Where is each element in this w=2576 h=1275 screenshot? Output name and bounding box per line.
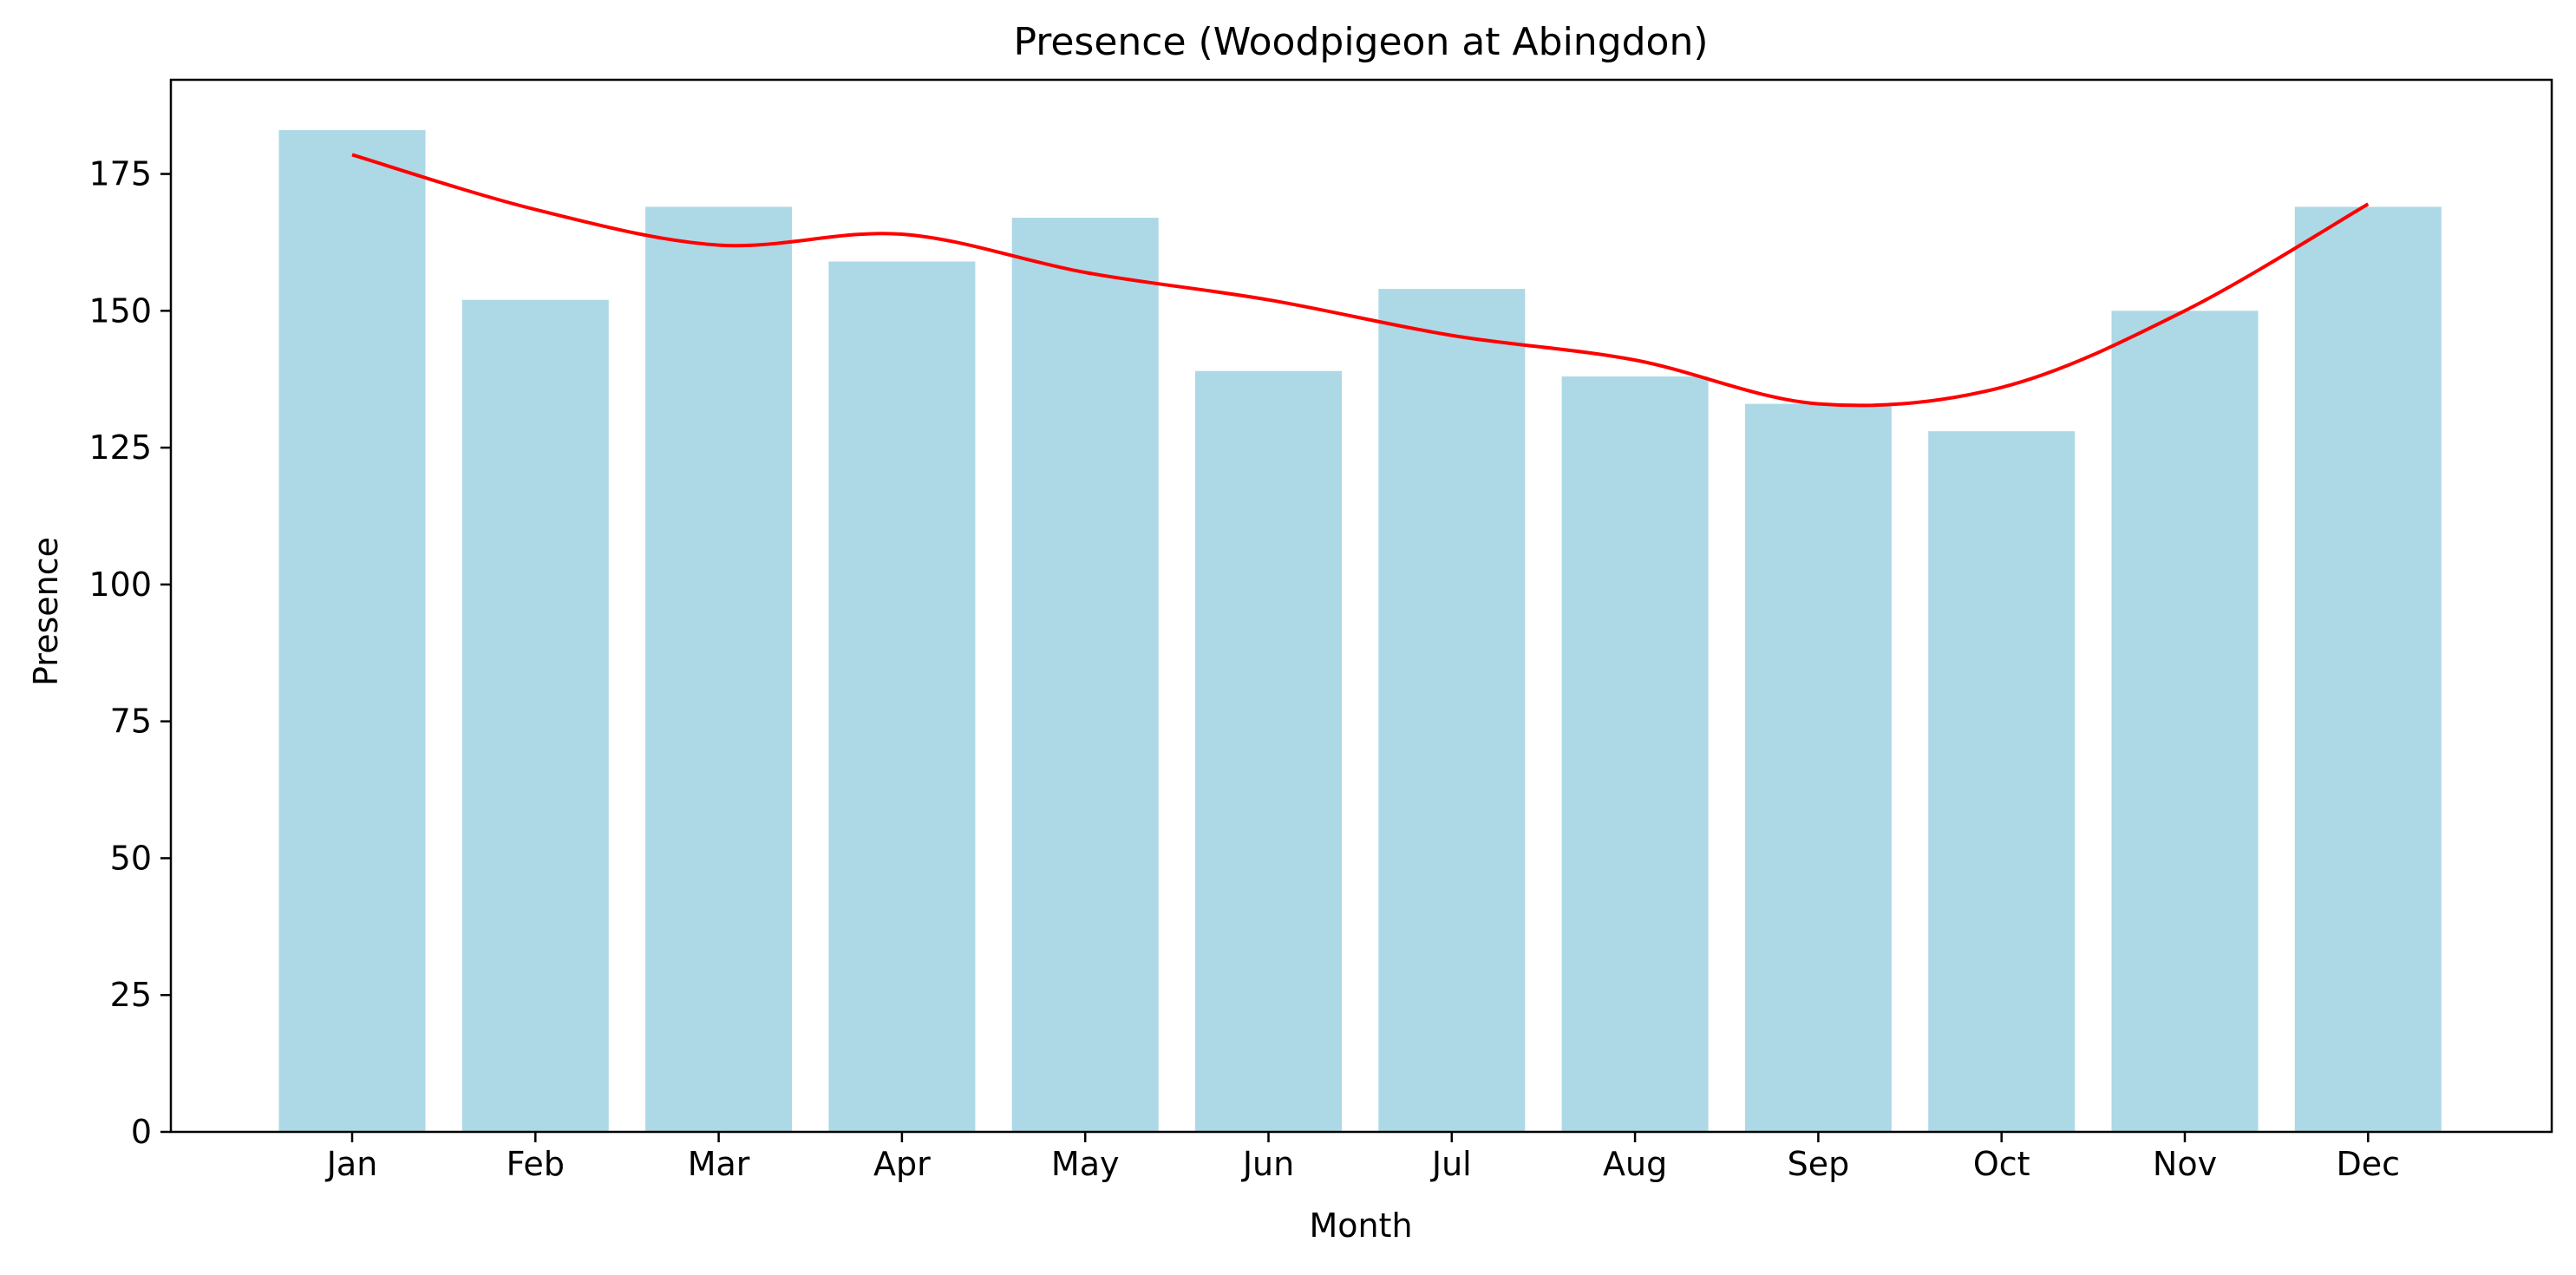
x-tick-label: May: [1051, 1145, 1120, 1183]
x-axis: Jan Feb Mar Apr May Jun Jul Aug Sep Oct Nov Dec: [325, 1132, 2400, 1183]
x-tick-label: Apr: [873, 1145, 931, 1183]
y-tick-label: 150: [88, 291, 152, 330]
trend-line: [351, 153, 2370, 408]
bar-jan: [278, 130, 426, 1132]
plot-area-frame: [169, 78, 2553, 1134]
bar-jun: [1195, 370, 1342, 1133]
bar-dec: [2294, 206, 2442, 1132]
bars: [278, 130, 2442, 1133]
bar-may: [1011, 218, 1159, 1133]
bar-jul: [1378, 289, 1526, 1132]
x-tick-label: Mar: [688, 1145, 750, 1183]
y-tick-label: 175: [88, 155, 152, 193]
y-axis: 0 25 50 75 100 125 150 175: [88, 155, 171, 1151]
x-tick-label: Nov: [2153, 1145, 2217, 1183]
bar-aug: [1561, 376, 1709, 1132]
y-tick-label: 0: [131, 1113, 152, 1151]
x-tick-label: Feb: [507, 1145, 565, 1183]
x-tick-label: Jan: [325, 1145, 378, 1183]
bar-apr: [828, 261, 976, 1132]
x-tick-label: Dec: [2337, 1145, 2401, 1183]
y-tick-label: 125: [88, 428, 152, 467]
y-tick-label: 75: [110, 703, 152, 741]
x-axis-label: Month: [1309, 1206, 1412, 1245]
bar-feb: [461, 299, 609, 1132]
x-tick-label: Aug: [1603, 1145, 1667, 1183]
bar-oct: [1928, 431, 2076, 1132]
bar-mar: [645, 206, 793, 1132]
bar-nov: [2111, 311, 2259, 1133]
y-axis-label: Presence: [27, 537, 65, 686]
x-tick-label: Oct: [1973, 1145, 2030, 1183]
x-tick-label: Sep: [1788, 1145, 1850, 1183]
y-tick-label: 25: [110, 976, 152, 1014]
y-tick-label: 50: [110, 839, 152, 877]
x-tick-label: Jul: [1430, 1145, 1472, 1183]
chart-title: Presence (Woodpigeon at Abingdon): [1013, 20, 1708, 64]
x-tick-label: Jun: [1241, 1145, 1294, 1183]
bar-sep: [1744, 403, 1892, 1132]
y-tick-label: 100: [88, 566, 152, 604]
